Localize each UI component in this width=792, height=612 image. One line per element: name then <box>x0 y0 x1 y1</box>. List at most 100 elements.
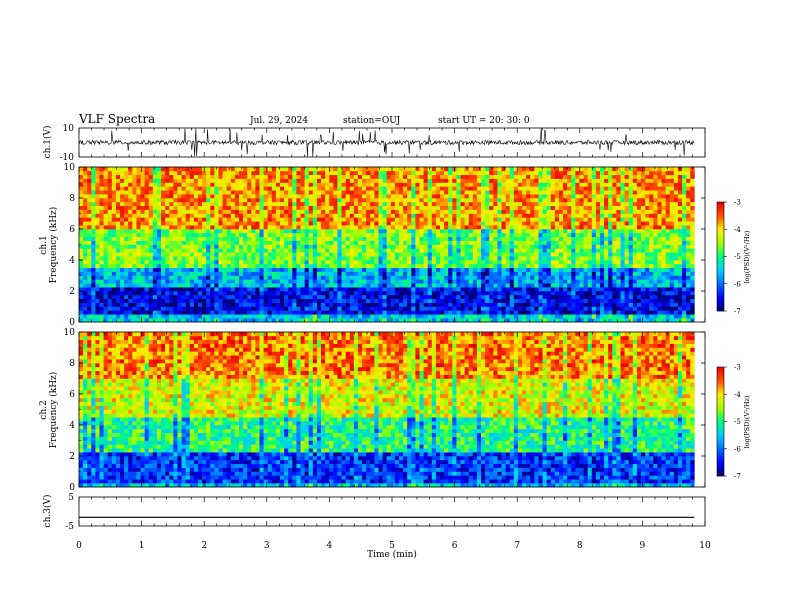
spectrogram-cell <box>382 174 387 179</box>
spectrogram-cell <box>353 221 359 226</box>
spectrogram-cell <box>288 190 293 195</box>
spectrogram-cell <box>337 174 342 179</box>
spectrogram-cell <box>575 217 580 222</box>
spectrogram-cell <box>83 201 88 207</box>
spectrogram-cell <box>234 217 240 222</box>
spectrogram-cell <box>501 287 506 292</box>
spectrogram-cell <box>161 190 166 195</box>
spectrogram-cell <box>509 198 515 203</box>
spectrogram-cell <box>271 205 277 210</box>
spectrogram-cell <box>550 298 556 303</box>
spectrogram-cell <box>95 236 100 241</box>
spectrogram-cell <box>300 232 305 238</box>
spectrogram-cell <box>128 170 133 176</box>
spectrogram-cell <box>489 178 494 183</box>
spectrogram-cell <box>267 213 273 218</box>
spectrogram-cell <box>259 178 264 183</box>
spectrogram-cell <box>230 201 236 207</box>
spectrogram-cell <box>505 213 511 218</box>
spectrogram-cell <box>308 182 314 187</box>
spectrogram-cell <box>362 263 367 269</box>
spectrogram-cell <box>534 194 539 199</box>
spectrogram-cell <box>505 217 511 222</box>
spectrogram-cell <box>468 240 474 245</box>
spectrogram-cell <box>247 236 252 241</box>
spectrogram-cell <box>87 275 92 280</box>
spectrogram-cell <box>530 194 535 199</box>
spectrogram-cell <box>575 275 580 280</box>
spectrogram-cell <box>103 291 109 296</box>
spectrogram-cell <box>312 186 318 191</box>
spectrogram-cell <box>456 213 461 218</box>
spectrogram-cell <box>337 167 342 172</box>
spectrogram-cell <box>374 267 379 272</box>
spectrogram-cell <box>357 294 363 300</box>
spectrogram-cell <box>374 314 379 319</box>
spectrogram-cell <box>583 194 588 199</box>
spectrogram-cell <box>148 186 154 191</box>
spectrogram-cell <box>83 182 88 187</box>
spectrogram-cell <box>251 170 256 176</box>
spectrogram-cell <box>177 240 182 245</box>
spectrogram-cell <box>148 291 154 296</box>
spectrogram-cell <box>288 302 293 307</box>
spectrogram-cell <box>378 318 383 323</box>
spectrogram-cell <box>452 263 457 269</box>
spectrogram-cell <box>210 186 215 191</box>
spectrogram-cell <box>284 306 289 311</box>
spectrogram-cell <box>247 271 252 276</box>
spectrogram-cell <box>181 291 186 296</box>
spectrogram-cell <box>238 217 244 222</box>
spectrogram-cell <box>132 318 137 323</box>
spectrogram-cell <box>181 267 186 272</box>
spectrogram-cell <box>444 209 449 214</box>
spectrogram-cell <box>337 260 342 265</box>
spectrogram-cell <box>107 205 113 210</box>
spectrogram-cell <box>161 232 166 238</box>
spectrogram-cell <box>144 260 150 265</box>
spectrogram-cell <box>423 221 428 226</box>
spectrogram-cell <box>148 302 154 307</box>
spectrogram-cell <box>87 213 92 218</box>
spectrogram-cell <box>91 209 96 214</box>
spectrogram-cell <box>403 209 408 214</box>
spectrogram-cell <box>386 298 392 303</box>
spectrogram-cell <box>485 260 490 265</box>
spectrogram-cell <box>169 279 174 284</box>
spectrogram-cell <box>243 275 248 280</box>
spectrogram-cell <box>423 236 428 241</box>
spectrogram-cell <box>169 217 174 222</box>
spectrogram-cell <box>83 283 88 288</box>
spectrogram-cell <box>407 267 412 272</box>
spectrogram-cell <box>189 291 195 296</box>
spectrogram-cell <box>329 294 334 300</box>
spectrogram-cell <box>124 256 129 261</box>
spectrogram-cell <box>357 201 363 207</box>
spectrogram-cell <box>304 310 310 315</box>
spectrogram-cell <box>505 248 511 253</box>
spectrogram-cell <box>481 318 486 323</box>
spectrogram-cell <box>308 240 314 245</box>
spectrogram-cell <box>156 221 162 226</box>
spectrogram-cell <box>296 190 301 195</box>
spectrogram-cell <box>472 248 478 253</box>
spectrogram-cell <box>275 275 281 280</box>
spectrogram-cell <box>501 306 506 311</box>
spectrogram-cell <box>398 263 404 269</box>
spectrogram-cell <box>193 229 199 234</box>
spectrogram-cell <box>161 229 166 234</box>
spectrogram-cell <box>226 271 232 276</box>
spectrogram-cell <box>238 201 244 207</box>
spectrogram-cell <box>493 318 498 323</box>
spectrogram-cell <box>321 302 326 307</box>
spectrogram-cell <box>234 209 240 214</box>
spectrogram-cell <box>333 174 338 179</box>
spectrogram-cell <box>567 213 572 218</box>
spectrogram-cell <box>296 174 301 179</box>
spectrogram-cell <box>316 190 322 195</box>
spectrogram-cell <box>505 244 511 249</box>
spectrogram-cell <box>312 306 318 311</box>
spectrogram-cell <box>325 306 330 311</box>
spectrogram-cell <box>403 291 408 296</box>
spectrogram-cell <box>522 167 527 172</box>
